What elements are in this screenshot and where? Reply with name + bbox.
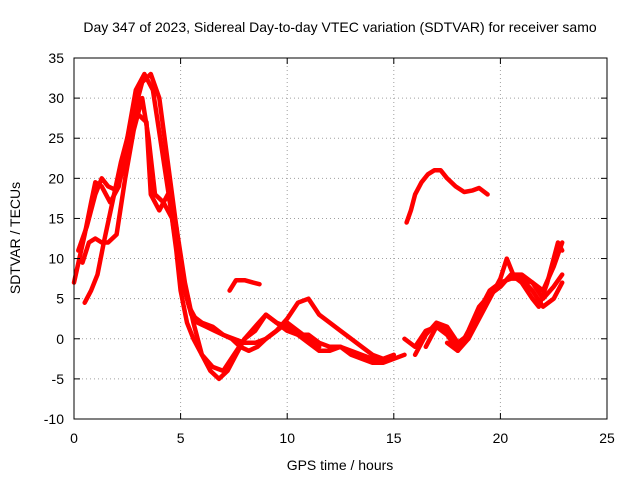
y-tick-label: 10 [48,251,64,267]
series-track-2 [76,71,407,382]
series-track-10 [444,240,565,354]
y-tick-label: -5 [52,371,65,387]
x-tick-label: 20 [493,430,509,446]
y-tick-label: 35 [48,50,64,66]
x-tick-label: 10 [279,430,295,446]
axis-ticks: 0 5 10 15 20 25 -10 -5 0 5 10 15 20 25 30 35 [44,50,615,446]
series-track-6 [404,168,490,225]
series-track-4 [80,95,322,354]
x-tick-label: 0 [70,430,78,446]
series-track-3 [82,111,386,362]
y-tick-label: 5 [56,291,64,307]
chart-title: Day 347 of 2023, Sidereal Day-to-day VTE… [83,19,596,35]
series-track-9 [423,240,565,350]
y-tick-label: 25 [48,130,64,146]
grid [74,58,607,419]
y-tick-label: 15 [48,210,64,226]
series-track-5 [227,277,262,293]
y-tick-label: 30 [48,90,64,106]
data-series [71,71,565,382]
y-axis-label: SDTVAR / TECUs [7,182,23,294]
series-track-1 [71,71,397,374]
x-tick-label: 5 [177,430,185,446]
y-tick-label: -10 [44,411,64,427]
y-tick-label: 20 [48,170,64,186]
x-tick-label: 15 [386,430,402,446]
x-axis-label: GPS time / hours [287,457,394,473]
plot-frame [73,57,608,420]
y-tick-label: 0 [56,331,64,347]
x-tick-label: 25 [599,430,615,446]
